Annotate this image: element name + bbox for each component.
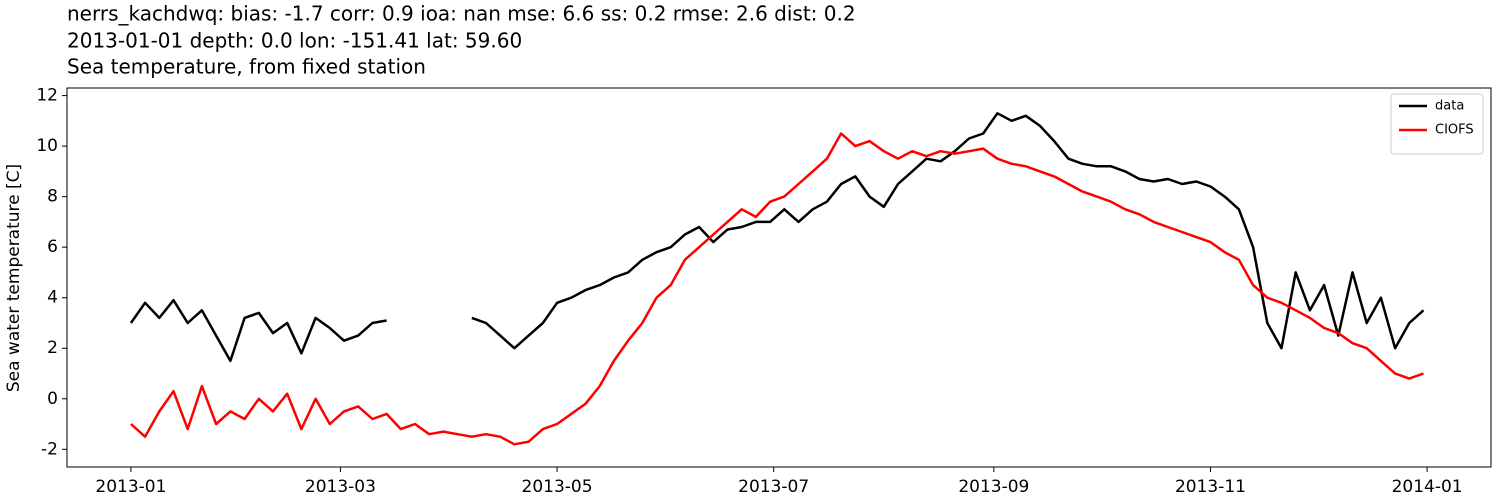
x-tick-label: 2013-07 — [738, 477, 809, 497]
data-line — [130, 132, 1424, 446]
y-tick-label: 4 — [47, 288, 58, 308]
y-axis-label: Sea water temperature [C] — [4, 164, 24, 392]
legend-label: data — [1435, 99, 1464, 114]
chart-title: 2013-01-01 depth: 0.0 lon: -151.41 lat: … — [67, 29, 522, 53]
x-tick-label: 2013-01 — [95, 477, 166, 497]
x-tick-label: 2013-11 — [1175, 477, 1246, 497]
y-tick-label: 12 — [36, 86, 58, 106]
y-tick-label: 10 — [36, 136, 58, 156]
x-tick-label: 2013-03 — [305, 477, 376, 497]
legend-label: CIOFS — [1435, 123, 1474, 138]
x-tick-label: 2013-09 — [958, 477, 1029, 497]
y-tick-label: 2 — [47, 338, 58, 358]
y-tick-label: 8 — [47, 187, 58, 207]
y-tick-label: -2 — [41, 439, 58, 459]
y-tick-label: 0 — [47, 389, 58, 409]
data-line — [129, 298, 387, 363]
chart-title: nerrs_kachdwq: bias: -1.7 corr: 0.9 ioa:… — [67, 2, 856, 26]
plot-frame — [66, 87, 1492, 468]
chart-title: Sea temperature, from fixed station — [67, 55, 426, 79]
x-tick-label: 2014-01 — [1392, 477, 1463, 497]
data-line — [471, 112, 1425, 350]
y-tick-label: 6 — [47, 237, 58, 257]
legend-box — [1390, 93, 1484, 155]
x-tick-label: 2013-05 — [522, 477, 593, 497]
